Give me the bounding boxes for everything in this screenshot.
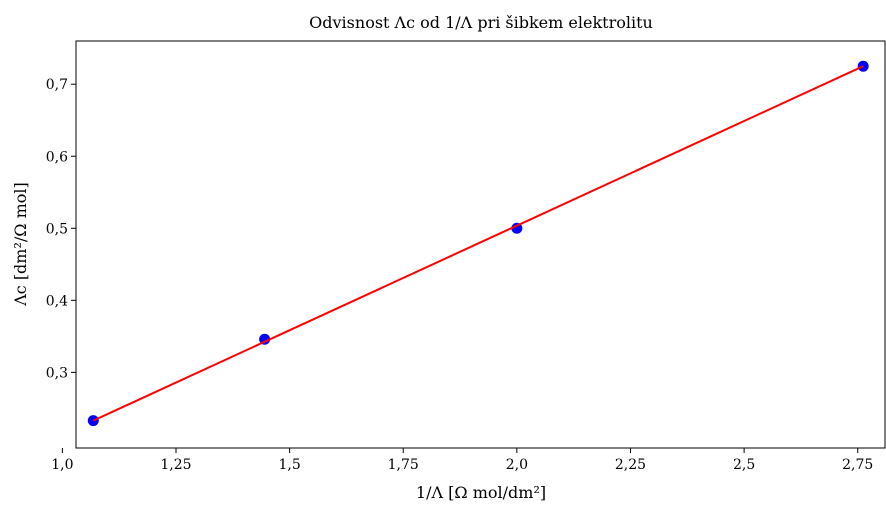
y-axis: 0,3 0,4 0,5 0,6 0,7: [46, 77, 76, 381]
x-tick-label: 2,5: [733, 457, 755, 473]
y-tick-label: 0,5: [46, 221, 68, 237]
y-axis-label: Λc [dm²/Ω mol]: [11, 182, 30, 307]
y-tick-label: 0,3: [46, 365, 68, 381]
data-point: [511, 222, 523, 234]
x-tick-label: 2,0: [506, 457, 528, 473]
x-axis: 1,0 1,25 1,5 1,75 2,0 2,25 2,5 2,75: [51, 448, 873, 473]
y-tick-label: 0,4: [46, 293, 68, 309]
x-tick-label: 2,25: [615, 457, 646, 473]
y-tick-label: 0,6: [46, 149, 68, 165]
x-tick-label: 2,75: [842, 457, 873, 473]
x-tick-label: 1,0: [51, 457, 73, 473]
chart-title: Odvisnost Λc od 1/Λ pri šibkem elektroli…: [309, 13, 653, 32]
x-tick-label: 1,25: [160, 457, 191, 473]
fit-line: [92, 65, 864, 422]
x-axis-label: 1/Λ [Ω mol/dm²]: [416, 483, 546, 502]
x-tick-label: 1,5: [278, 457, 300, 473]
plot-area: [87, 60, 869, 427]
axes-frame: [75, 40, 886, 449]
y-tick-label: 0,7: [46, 77, 68, 93]
x-tick-label: 1,75: [388, 457, 419, 473]
